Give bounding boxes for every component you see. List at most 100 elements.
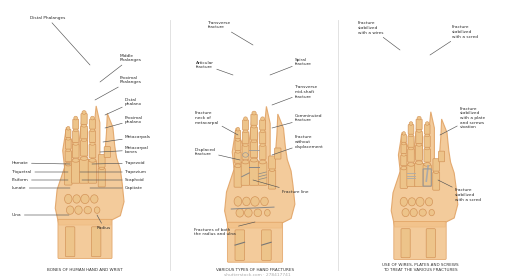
Ellipse shape xyxy=(433,170,439,173)
Ellipse shape xyxy=(254,209,262,217)
Text: Fracture line: Fracture line xyxy=(253,180,308,194)
FancyBboxPatch shape xyxy=(425,125,430,134)
FancyBboxPatch shape xyxy=(408,136,414,147)
Ellipse shape xyxy=(410,209,417,217)
Text: Triquetral: Triquetral xyxy=(12,170,68,174)
Ellipse shape xyxy=(66,148,71,152)
FancyBboxPatch shape xyxy=(234,166,242,187)
FancyBboxPatch shape xyxy=(259,146,266,159)
FancyBboxPatch shape xyxy=(66,129,71,137)
Ellipse shape xyxy=(425,147,430,150)
FancyBboxPatch shape xyxy=(98,168,105,187)
FancyBboxPatch shape xyxy=(72,144,79,158)
Ellipse shape xyxy=(242,160,249,164)
FancyBboxPatch shape xyxy=(64,164,72,185)
Ellipse shape xyxy=(401,166,407,170)
Text: Transverse
fracture: Transverse fracture xyxy=(208,21,253,45)
Ellipse shape xyxy=(66,206,74,214)
Ellipse shape xyxy=(409,122,413,125)
Text: shutterstock.com · 278417741: shutterstock.com · 278417741 xyxy=(224,273,290,277)
FancyBboxPatch shape xyxy=(424,136,430,147)
FancyBboxPatch shape xyxy=(243,120,248,130)
Ellipse shape xyxy=(74,129,78,132)
Ellipse shape xyxy=(236,209,244,217)
Text: Displaced
fracture: Displaced fracture xyxy=(195,148,240,160)
Text: Spiral
fracture: Spiral fracture xyxy=(270,58,312,75)
FancyBboxPatch shape xyxy=(65,139,71,149)
FancyBboxPatch shape xyxy=(438,151,445,162)
Text: Hamate: Hamate xyxy=(12,161,70,165)
Ellipse shape xyxy=(408,198,415,206)
Ellipse shape xyxy=(65,162,71,166)
FancyBboxPatch shape xyxy=(98,155,105,167)
FancyBboxPatch shape xyxy=(242,132,249,144)
Ellipse shape xyxy=(265,209,270,216)
FancyBboxPatch shape xyxy=(249,160,259,185)
FancyBboxPatch shape xyxy=(88,161,97,183)
FancyBboxPatch shape xyxy=(89,131,96,143)
Text: Metacarpal
bones: Metacarpal bones xyxy=(100,146,149,154)
Text: Proximal
phalanx: Proximal phalanx xyxy=(105,116,143,128)
Ellipse shape xyxy=(259,160,266,164)
Ellipse shape xyxy=(73,142,79,145)
FancyBboxPatch shape xyxy=(250,142,258,158)
Ellipse shape xyxy=(416,129,421,132)
FancyBboxPatch shape xyxy=(407,165,415,186)
Ellipse shape xyxy=(235,150,241,153)
Text: Transverse
mid-shaft
fracture: Transverse mid-shaft fracture xyxy=(272,85,318,105)
Ellipse shape xyxy=(251,197,259,206)
Text: Trapezoid: Trapezoid xyxy=(92,161,145,165)
FancyBboxPatch shape xyxy=(260,132,266,144)
Ellipse shape xyxy=(236,127,240,131)
Ellipse shape xyxy=(261,117,265,121)
FancyBboxPatch shape xyxy=(89,119,95,129)
Ellipse shape xyxy=(252,111,256,115)
Ellipse shape xyxy=(235,138,240,141)
Text: Comminuted
fracture: Comminuted fracture xyxy=(272,114,322,128)
Ellipse shape xyxy=(424,163,431,166)
Ellipse shape xyxy=(417,116,421,120)
Ellipse shape xyxy=(408,163,414,166)
FancyBboxPatch shape xyxy=(416,119,422,130)
FancyBboxPatch shape xyxy=(401,134,407,142)
FancyBboxPatch shape xyxy=(235,230,245,260)
Ellipse shape xyxy=(250,158,258,162)
Ellipse shape xyxy=(426,122,429,125)
FancyBboxPatch shape xyxy=(269,156,276,169)
FancyBboxPatch shape xyxy=(65,151,71,162)
Text: Radius: Radius xyxy=(97,215,111,230)
FancyBboxPatch shape xyxy=(426,229,435,258)
FancyBboxPatch shape xyxy=(424,149,430,162)
FancyBboxPatch shape xyxy=(80,159,88,183)
FancyBboxPatch shape xyxy=(241,162,250,185)
FancyBboxPatch shape xyxy=(73,119,79,129)
Ellipse shape xyxy=(90,116,95,120)
FancyBboxPatch shape xyxy=(408,149,414,162)
Polygon shape xyxy=(225,106,295,228)
Ellipse shape xyxy=(94,207,100,213)
Text: Middle
Phalanges: Middle Phalanges xyxy=(100,54,142,82)
FancyBboxPatch shape xyxy=(251,127,258,140)
Text: Fracture
stabilized
with a scred: Fracture stabilized with a scred xyxy=(438,180,481,202)
Text: Capitate: Capitate xyxy=(90,186,143,190)
Ellipse shape xyxy=(429,209,434,216)
FancyBboxPatch shape xyxy=(433,159,439,171)
Text: Distal
phalanx: Distal phalanx xyxy=(105,98,142,115)
Ellipse shape xyxy=(72,158,79,162)
Text: Distal Phalanges: Distal Phalanges xyxy=(30,16,90,65)
FancyBboxPatch shape xyxy=(415,163,424,186)
FancyBboxPatch shape xyxy=(58,219,112,258)
FancyBboxPatch shape xyxy=(401,229,410,258)
Ellipse shape xyxy=(260,143,265,146)
FancyBboxPatch shape xyxy=(235,152,241,163)
Polygon shape xyxy=(391,112,458,227)
Ellipse shape xyxy=(251,139,257,143)
Text: Fracture
stabilized
with a plate
and screws
vixation: Fracture stabilized with a plate and scr… xyxy=(440,107,485,135)
Ellipse shape xyxy=(401,153,406,156)
Text: Trapezium: Trapezium xyxy=(80,170,147,174)
FancyBboxPatch shape xyxy=(227,222,283,262)
Ellipse shape xyxy=(235,164,241,168)
Ellipse shape xyxy=(402,209,409,217)
Ellipse shape xyxy=(99,166,104,170)
Ellipse shape xyxy=(234,197,242,206)
